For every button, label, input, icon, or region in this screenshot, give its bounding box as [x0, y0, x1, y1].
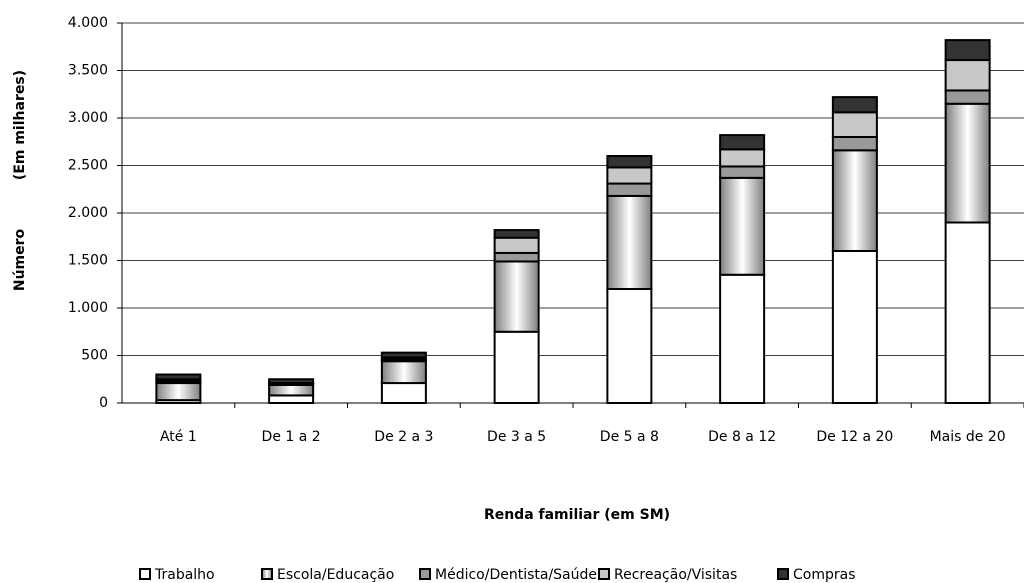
x-tick-label: De 2 a 3 [374, 429, 433, 445]
legend-label: Trabalho [154, 567, 215, 583]
y-tick-label: 1.500 [68, 253, 108, 269]
bar-segment [268, 394, 315, 404]
bar-segment [831, 149, 878, 252]
bar-segment [493, 330, 540, 404]
y-tick-label: 3.500 [68, 63, 108, 79]
bar-segment [268, 383, 315, 397]
bar-segment [606, 182, 653, 197]
bar-segment [380, 382, 427, 404]
legend-swatch [261, 568, 273, 580]
legend-label: Recreação/Visitas [614, 567, 737, 583]
legend-swatch [419, 568, 431, 580]
bar-segment [831, 96, 878, 114]
legend-swatch [139, 568, 151, 580]
bar-segment [944, 59, 991, 92]
bar-segment [719, 134, 766, 151]
bar-segment [155, 382, 202, 402]
bar-segment [831, 111, 878, 139]
bar-segment [719, 176, 766, 276]
bar-segment [944, 39, 991, 62]
bar-segment [606, 155, 653, 169]
bar-segment [380, 351, 427, 359]
y-axis-subtitle: (Em milhares) [12, 70, 28, 180]
y-tick-label: 3.000 [68, 110, 108, 126]
bar-segment [155, 373, 202, 381]
x-tick-label: De 1 a 2 [262, 429, 321, 445]
x-tick-label: De 5 a 8 [600, 429, 659, 445]
legend-label: Escola/Educação [277, 567, 394, 583]
bar-segment [606, 288, 653, 404]
x-axis-title: Renda familiar (em SM) [484, 507, 670, 523]
legend-label: Compras [793, 567, 856, 583]
y-axis-title: Número [12, 228, 28, 291]
bar-segment [831, 250, 878, 404]
bar-segment [719, 273, 766, 404]
bar-segment [944, 89, 991, 105]
y-tick-label: 2.000 [68, 205, 108, 221]
bar-segment [493, 260, 540, 333]
bar-segment [606, 194, 653, 290]
bar-segment [380, 360, 427, 385]
x-tick-label: Mais de 20 [930, 429, 1006, 445]
bar-segment [719, 148, 766, 168]
legend-swatch [777, 568, 789, 580]
y-tick-label: 1.000 [68, 300, 108, 316]
bar-segment [831, 136, 878, 152]
bar-segment [493, 229, 540, 239]
y-tick-label: 500 [81, 348, 108, 364]
legend-label: Médico/Dentista/Saúde [435, 567, 597, 583]
x-tick-label: De 3 a 5 [487, 429, 546, 445]
bar-segment [493, 236, 540, 254]
bar-segment [268, 378, 315, 385]
x-tick-label: De 12 a 20 [816, 429, 893, 445]
y-tick-label: 2.500 [68, 158, 108, 174]
legend-swatch [598, 568, 610, 580]
bar-segment [493, 251, 540, 263]
bar-segment [719, 165, 766, 179]
bar-segment [944, 102, 991, 224]
bar-segment [606, 166, 653, 185]
bar-segment [944, 221, 991, 404]
x-tick-label: Até 1 [160, 429, 197, 445]
x-tick-label: De 8 a 12 [708, 429, 776, 445]
y-tick-label: 0 [99, 395, 108, 411]
y-tick-label: 4.000 [68, 15, 108, 31]
